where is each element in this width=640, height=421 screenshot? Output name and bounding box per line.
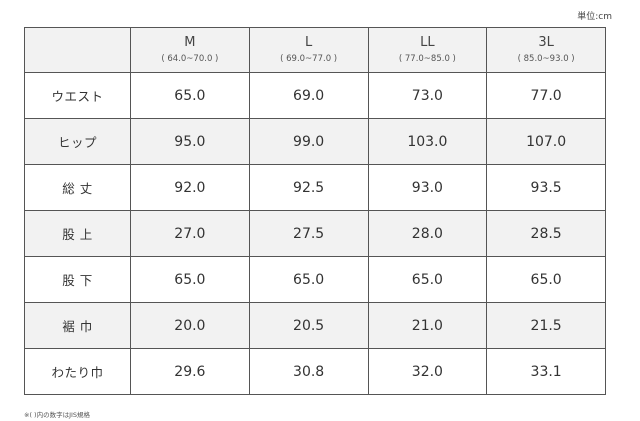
size-name: 3L xyxy=(538,35,554,50)
size-chart-table: M ( 64.0~70.0 ) L ( 69.0~77.0 ) LL ( 77.… xyxy=(24,27,606,395)
footnote: ※( )内の数字はJIS規格 xyxy=(24,411,91,419)
header-cell-3l: 3L ( 85.0~93.0 ) xyxy=(486,27,606,73)
table-row-total-length: 総 丈 92.0 92.5 93.0 93.5 xyxy=(24,164,606,211)
table-cell: 27.5 xyxy=(248,210,369,257)
table-cell: 107.0 xyxy=(486,118,606,165)
table-cell: 65.0 xyxy=(486,256,606,303)
table-cell: 69.0 xyxy=(248,72,369,119)
table-cell: 21.5 xyxy=(486,302,606,349)
size-name: M xyxy=(184,35,196,50)
header-cell-l: L ( 69.0~77.0 ) xyxy=(248,27,369,73)
table-cell: 99.0 xyxy=(248,118,369,165)
table-cell: 65.0 xyxy=(130,256,250,303)
row-label: わたり巾 xyxy=(24,348,131,395)
table-cell: 28.0 xyxy=(367,210,488,257)
size-name: LL xyxy=(420,35,435,50)
table-cell: 20.0 xyxy=(130,302,250,349)
table-cell: 21.0 xyxy=(367,302,488,349)
table-cell: 103.0 xyxy=(367,118,488,165)
table-cell: 95.0 xyxy=(130,118,250,165)
table-cell: 73.0 xyxy=(367,72,488,119)
table-cell: 77.0 xyxy=(486,72,606,119)
table-cell: 93.5 xyxy=(486,164,606,211)
row-label: ヒップ xyxy=(24,118,131,165)
table-row-waist: ウエスト 65.0 69.0 73.0 77.0 xyxy=(24,72,606,119)
table-cell: 65.0 xyxy=(367,256,488,303)
table-cell: 65.0 xyxy=(130,72,250,119)
row-label: ウエスト xyxy=(24,72,131,119)
size-range: ( 77.0~85.0 ) xyxy=(398,54,456,64)
row-label: 股 下 xyxy=(24,256,131,303)
table-cell: 65.0 xyxy=(248,256,369,303)
size-name: L xyxy=(305,35,313,50)
table-cell: 32.0 xyxy=(367,348,488,395)
row-label: 裾 巾 xyxy=(24,302,131,349)
row-label: 股 上 xyxy=(24,210,131,257)
table-cell: 92.5 xyxy=(248,164,369,211)
table-cell: 20.5 xyxy=(248,302,369,349)
header-row: M ( 64.0~70.0 ) L ( 69.0~77.0 ) LL ( 77.… xyxy=(24,27,606,73)
header-cell-m: M ( 64.0~70.0 ) xyxy=(130,27,250,73)
table-row-hip: ヒップ 95.0 99.0 103.0 107.0 xyxy=(24,118,606,165)
table-row-rise: 股 上 27.0 27.5 28.0 28.5 xyxy=(24,210,606,257)
size-range: ( 64.0~70.0 ) xyxy=(161,54,219,64)
table-cell: 28.5 xyxy=(486,210,606,257)
row-label: 総 丈 xyxy=(24,164,131,211)
table-cell: 33.1 xyxy=(486,348,606,395)
table-cell: 29.6 xyxy=(130,348,250,395)
table-cell: 27.0 xyxy=(130,210,250,257)
table-row-hem-width: 裾 巾 20.0 20.5 21.0 21.5 xyxy=(24,302,606,349)
table-cell: 30.8 xyxy=(248,348,369,395)
table-row-thigh-width: わたり巾 29.6 30.8 32.0 33.1 xyxy=(24,348,606,395)
unit-label: 単位:cm xyxy=(577,12,612,22)
size-range: ( 85.0~93.0 ) xyxy=(517,54,575,64)
header-corner-cell xyxy=(24,27,131,73)
table-cell: 93.0 xyxy=(367,164,488,211)
table-cell: 92.0 xyxy=(130,164,250,211)
table-row-inseam: 股 下 65.0 65.0 65.0 65.0 xyxy=(24,256,606,303)
size-range: ( 69.0~77.0 ) xyxy=(280,54,338,64)
header-cell-ll: LL ( 77.0~85.0 ) xyxy=(367,27,488,73)
